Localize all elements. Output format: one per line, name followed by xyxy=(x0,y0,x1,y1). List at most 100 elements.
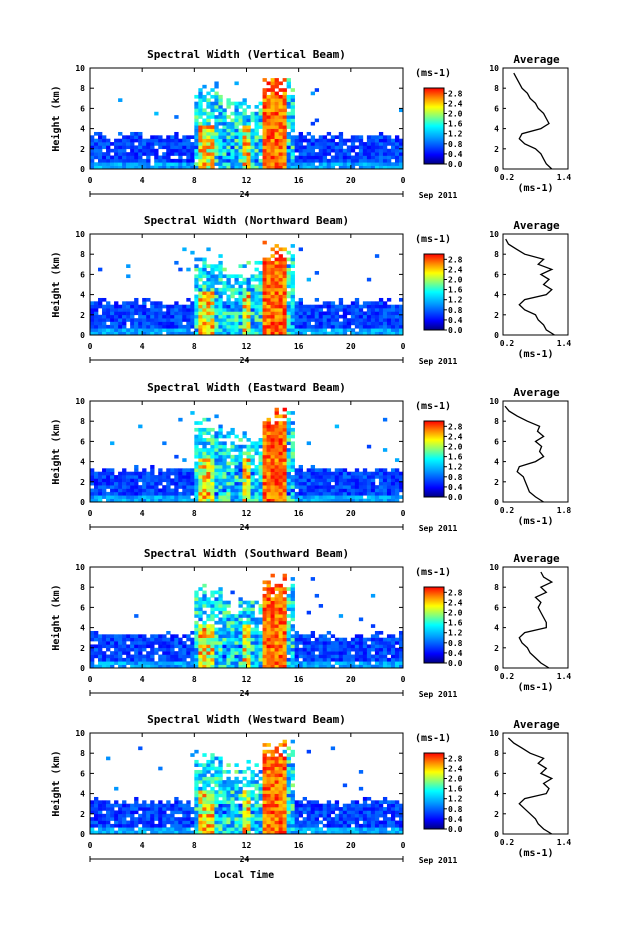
heatmap-cell xyxy=(210,428,214,432)
heatmap-cell xyxy=(319,135,323,139)
heatmap-cell xyxy=(98,318,102,322)
heatmap-cell xyxy=(94,301,98,305)
heatmap-cell xyxy=(210,472,214,476)
heatmap-cell xyxy=(130,827,134,831)
heatmap-cell xyxy=(134,475,138,479)
heatmap-cell xyxy=(226,152,230,156)
heatmap-cell xyxy=(234,325,238,329)
heatmap-cell xyxy=(363,142,367,146)
heatmap-cell xyxy=(102,322,106,326)
heatmap-cell xyxy=(214,274,218,278)
heatmap-cell xyxy=(118,308,122,312)
heatmap-cell xyxy=(319,142,323,146)
heatmap-cell xyxy=(251,770,255,774)
heatmap-cell xyxy=(387,651,391,655)
heatmap-cell xyxy=(94,472,98,476)
heatmap-cell xyxy=(327,162,331,166)
heatmap-cell xyxy=(154,308,158,312)
heatmap-cell xyxy=(319,661,323,665)
heatmap-cell xyxy=(194,495,198,499)
heatmap-cell xyxy=(150,482,154,486)
heatmap-cell xyxy=(198,472,202,476)
heatmap-cell xyxy=(166,492,170,496)
heatmap-cell xyxy=(367,638,371,642)
heatmap-cell xyxy=(90,827,94,831)
y-tick-label: 8 xyxy=(80,84,85,93)
heatmap-cell xyxy=(198,149,202,153)
heatmap-cell xyxy=(118,322,122,326)
heatmap-cell xyxy=(387,634,391,638)
heatmap-cell xyxy=(166,495,170,499)
heatmap-cell xyxy=(335,468,339,472)
heatmap-cell xyxy=(263,607,267,611)
heatmap-cell xyxy=(210,824,214,828)
heatmap-cell xyxy=(303,495,307,499)
heatmap-cell xyxy=(279,288,283,292)
heatmap-cell xyxy=(198,455,202,459)
heatmap-cell xyxy=(319,145,323,149)
heatmap-cell xyxy=(214,305,218,309)
heatmap-cell xyxy=(299,638,303,642)
heatmap-cell xyxy=(375,305,379,309)
heatmap-cell xyxy=(279,584,283,588)
heatmap-cell xyxy=(114,824,118,828)
heatmap-cell xyxy=(182,817,186,821)
heatmap-cell xyxy=(327,482,331,486)
heatmap-cell xyxy=(287,281,291,285)
heatmap-cell xyxy=(255,105,259,109)
heatmap-cell xyxy=(259,478,263,482)
heatmap-cell xyxy=(90,492,94,496)
heatmap-cell xyxy=(283,607,287,611)
heatmap-cell xyxy=(218,322,222,326)
heatmap-cell xyxy=(379,492,383,496)
heatmap-cell xyxy=(214,472,218,476)
heatmap-cell xyxy=(267,594,271,598)
heatmap-cell xyxy=(98,301,102,305)
heatmap-cell xyxy=(299,641,303,645)
heatmap-cell xyxy=(170,827,174,831)
heatmap-cell xyxy=(391,305,395,309)
heatmap-cell xyxy=(106,145,110,149)
heatmap-cell xyxy=(210,156,214,160)
heatmap-cell xyxy=(110,814,114,818)
heatmap-cell xyxy=(279,435,283,439)
heatmap-cell xyxy=(271,81,275,85)
heatmap-cell xyxy=(114,638,118,642)
heatmap-cell xyxy=(255,465,259,469)
heatmap-cell xyxy=(267,604,271,608)
heatmap-cell xyxy=(263,271,267,275)
heatmap-cell xyxy=(150,478,154,482)
heatmap-cell xyxy=(267,159,271,163)
heatmap-cell xyxy=(263,814,267,818)
heatmap-cell xyxy=(238,604,242,608)
heatmap-cell xyxy=(198,285,202,289)
heatmap-cell xyxy=(214,661,218,665)
heatmap-cell xyxy=(263,757,267,761)
heatmap-cell xyxy=(383,658,387,662)
heatmap-cell xyxy=(295,305,299,309)
heatmap-cell xyxy=(194,611,198,615)
heatmap-cell xyxy=(363,318,367,322)
heatmap-cell xyxy=(138,651,142,655)
heatmap-cell xyxy=(98,475,102,479)
heatmap-cell xyxy=(110,804,114,808)
heatmap-cell xyxy=(371,475,375,479)
heatmap-cell xyxy=(210,478,214,482)
heatmap-cell xyxy=(367,478,371,482)
heatmap-cell xyxy=(134,648,138,652)
heatmap-cell xyxy=(311,651,315,655)
heatmap-cell xyxy=(379,308,383,312)
heatmap-cell xyxy=(379,142,383,146)
heatmap-cell xyxy=(279,641,283,645)
heatmap-cell xyxy=(351,305,355,309)
heatmap-cell xyxy=(263,308,267,312)
heatmap-cell xyxy=(154,648,158,652)
profile-y-tick-label: 2 xyxy=(494,311,499,320)
heatmap-cell xyxy=(158,644,162,648)
heatmap-cell xyxy=(218,478,222,482)
heatmap-cell xyxy=(375,135,379,139)
colorbar-tick-label: 1.2 xyxy=(448,629,463,638)
heatmap-cell xyxy=(259,472,263,476)
heatmap-cell xyxy=(94,810,98,814)
heatmap-cell xyxy=(202,814,206,818)
